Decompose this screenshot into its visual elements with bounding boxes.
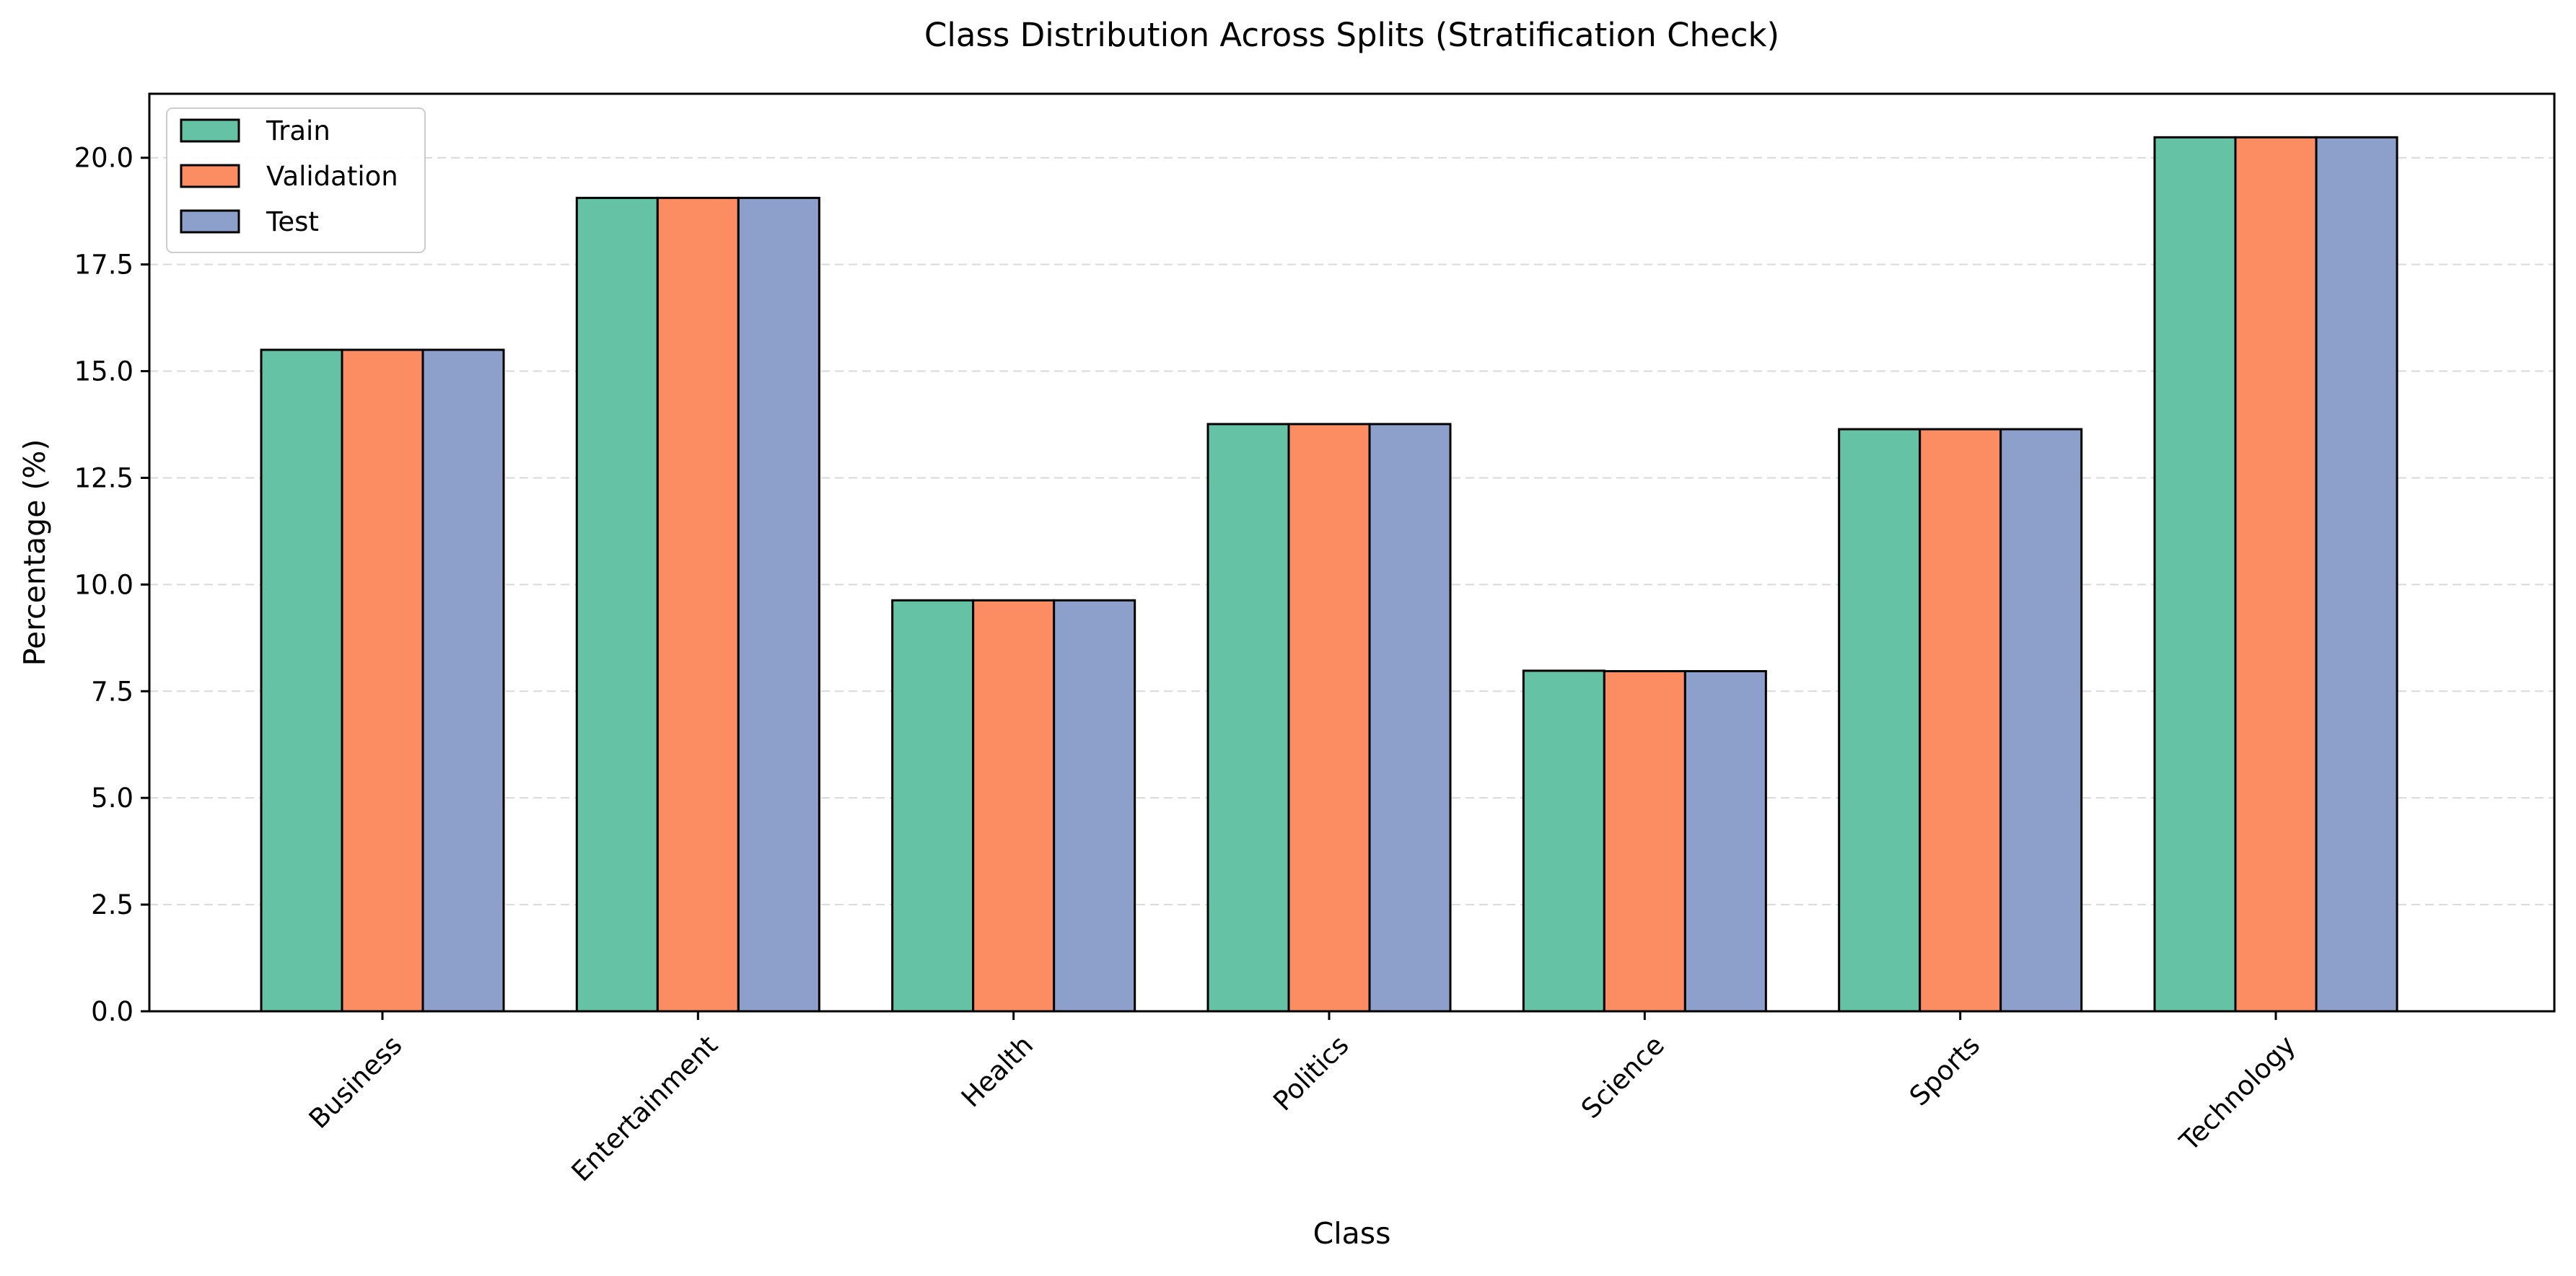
- bar-test-business: [421, 348, 505, 1013]
- bar-test-sports: [1999, 428, 2083, 1013]
- y-tick-label: 17.5: [74, 250, 133, 281]
- y-tick-label: 20.0: [74, 143, 133, 174]
- bar-train-science: [1522, 669, 1605, 1013]
- y-tick-label: 0.0: [91, 996, 133, 1027]
- legend-swatch: [180, 164, 240, 188]
- legend-swatch: [180, 118, 240, 143]
- bar-train-technology: [2153, 136, 2237, 1013]
- y-tick-label: 12.5: [74, 462, 133, 493]
- legend-label: Train: [266, 115, 330, 146]
- bar-validation-health: [972, 599, 1056, 1013]
- legend-label: Test: [266, 206, 319, 237]
- bar-test-entertainment: [737, 196, 820, 1013]
- legend-label: Validation: [266, 161, 398, 192]
- bars: [260, 136, 2398, 1013]
- bar-test-technology: [2315, 136, 2398, 1013]
- bar-validation-technology: [2234, 136, 2318, 1013]
- y-tick-label: 2.5: [91, 889, 133, 920]
- bar-train-business: [260, 348, 343, 1013]
- bar-validation-sports: [1919, 428, 2002, 1013]
- bar-test-health: [1053, 599, 1136, 1013]
- plot-frame: [148, 92, 2556, 1013]
- y-tick-label: 15.0: [74, 356, 133, 387]
- bar-validation-science: [1603, 669, 1686, 1013]
- x-axis-label: Class: [1313, 1216, 1391, 1251]
- chart-title: Class Distribution Across Splits (Strati…: [924, 16, 1779, 54]
- bar-validation-business: [341, 348, 424, 1013]
- y-axis-ticks: 0.0 2.5 5.0 7.5 10.0 12.5 15.0 17.5 20.0: [74, 143, 149, 1027]
- bar-train-politics: [1206, 423, 1290, 1013]
- legend-swatch: [180, 209, 240, 234]
- bar-validation-entertainment: [656, 196, 740, 1013]
- bar-validation-politics: [1287, 423, 1371, 1013]
- y-tick-label: 5.0: [91, 783, 133, 814]
- bar-train-sports: [1838, 428, 1922, 1013]
- legend: Train Validation Test: [166, 107, 426, 253]
- y-tick-label: 10.0: [74, 569, 133, 600]
- bar-train-health: [891, 599, 975, 1013]
- bar-train-entertainment: [575, 196, 659, 1013]
- bar-test-science: [1683, 669, 1767, 1013]
- bar-test-politics: [1368, 423, 1452, 1013]
- y-tick-label: 7.5: [91, 676, 133, 707]
- y-axis-label: Percentage (%): [17, 439, 52, 666]
